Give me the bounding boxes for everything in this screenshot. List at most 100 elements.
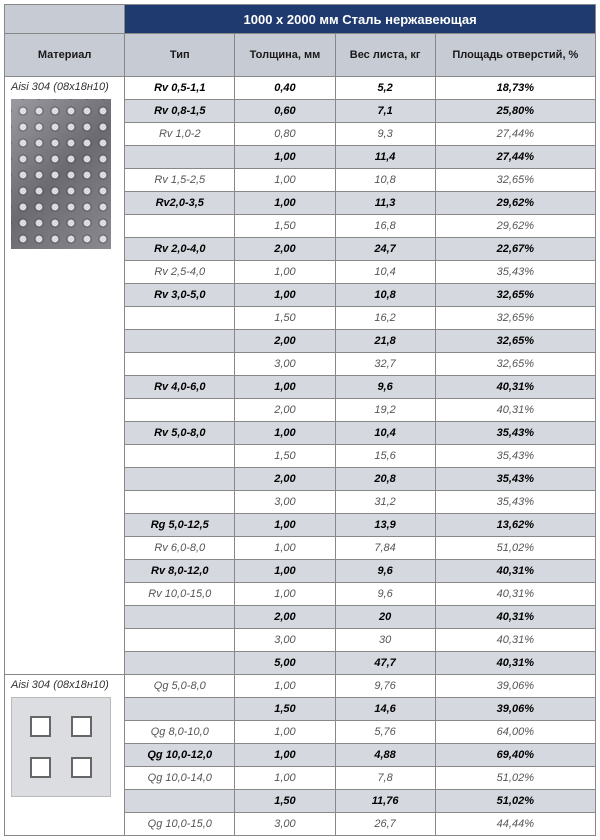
- cell-type: [125, 445, 235, 468]
- cell-weight: 26,7: [335, 813, 435, 836]
- cell-area: 32,65%: [435, 353, 595, 376]
- cell-thick: 1,00: [235, 376, 335, 399]
- cell-thick: 1,50: [235, 307, 335, 330]
- cell-area: 35,43%: [435, 491, 595, 514]
- cell-type: [125, 468, 235, 491]
- cell-thick: 1,50: [235, 215, 335, 238]
- cell-weight: 10,8: [335, 284, 435, 307]
- cell-area: 32,65%: [435, 330, 595, 353]
- cell-weight: 47,7: [335, 652, 435, 675]
- cell-area: 32,65%: [435, 169, 595, 192]
- cell-weight: 4,88: [335, 744, 435, 767]
- cell-area: 40,31%: [435, 583, 595, 606]
- cell-area: 27,44%: [435, 123, 595, 146]
- cell-thick: 1,00: [235, 284, 335, 307]
- cell-type: Qg 5,0-8,0: [125, 675, 235, 698]
- cell-thick: 2,00: [235, 238, 335, 261]
- cell-area: 40,31%: [435, 652, 595, 675]
- cell-type: Rv2,0-3,5: [125, 192, 235, 215]
- cell-type: [125, 790, 235, 813]
- cell-thick: 1,00: [235, 422, 335, 445]
- cell-weight: 7,1: [335, 100, 435, 123]
- cell-thick: 3,00: [235, 491, 335, 514]
- cell-thick: 1,00: [235, 675, 335, 698]
- cell-thick: 1,00: [235, 261, 335, 284]
- table-body: Aisi 304 (08х18н10)Rv 0,5-1,10,405,218,7…: [5, 77, 596, 836]
- cell-area: 40,31%: [435, 629, 595, 652]
- cell-weight: 15,6: [335, 445, 435, 468]
- cell-area: 18,73%: [435, 77, 595, 100]
- cell-thick: 1,00: [235, 537, 335, 560]
- material-label-1: Aisi 304 (08х18н10): [11, 81, 118, 93]
- cell-area: 32,65%: [435, 284, 595, 307]
- table-title: 1000 х 2000 мм Сталь нержавеющая: [125, 5, 596, 34]
- cell-weight: 24,7: [335, 238, 435, 261]
- cell-type: Rv 5,0-8,0: [125, 422, 235, 445]
- cell-type: Rv 1,0-2: [125, 123, 235, 146]
- cell-type: Rv 3,0-5,0: [125, 284, 235, 307]
- cell-type: Rg 5,0-12,5: [125, 514, 235, 537]
- cell-area: 64,00%: [435, 721, 595, 744]
- cell-type: Qg 10,0-15,0: [125, 813, 235, 836]
- cell-thick: 0,60: [235, 100, 335, 123]
- cell-weight: 9,3: [335, 123, 435, 146]
- cell-thick: 3,00: [235, 353, 335, 376]
- cell-area: 35,43%: [435, 445, 595, 468]
- cell-weight: 30: [335, 629, 435, 652]
- cell-weight: 20: [335, 606, 435, 629]
- cell-area: 51,02%: [435, 537, 595, 560]
- cell-weight: 10,8: [335, 169, 435, 192]
- cell-area: 51,02%: [435, 767, 595, 790]
- cell-area: 40,31%: [435, 560, 595, 583]
- table-row: Aisi 304 (08х18н10)Rv 0,5-1,10,405,218,7…: [5, 77, 596, 100]
- hdr-thickness: Толщина, мм: [235, 34, 335, 77]
- cell-type: [125, 606, 235, 629]
- cell-weight: 21,8: [335, 330, 435, 353]
- cell-type: Rv 1,5-2,5: [125, 169, 235, 192]
- cell-weight: 9,76: [335, 675, 435, 698]
- cell-area: 35,43%: [435, 261, 595, 284]
- cell-area: 35,43%: [435, 422, 595, 445]
- cell-area: 69,40%: [435, 744, 595, 767]
- perforated-square-icon: [11, 697, 111, 797]
- cell-weight: 10,4: [335, 261, 435, 284]
- cell-thick: 0,40: [235, 77, 335, 100]
- cell-type: Rv 0,5-1,1: [125, 77, 235, 100]
- cell-type: [125, 146, 235, 169]
- cell-type: Rv 2,0-4,0: [125, 238, 235, 261]
- hdr-weight: Вес листа, кг: [335, 34, 435, 77]
- cell-weight: 13,9: [335, 514, 435, 537]
- cell-thick: 1,00: [235, 583, 335, 606]
- cell-thick: 0,80: [235, 123, 335, 146]
- cell-area: 25,80%: [435, 100, 595, 123]
- cell-thick: 1,50: [235, 698, 335, 721]
- cell-area: 39,06%: [435, 698, 595, 721]
- cell-area: 40,31%: [435, 376, 595, 399]
- cell-area: 51,02%: [435, 790, 595, 813]
- cell-thick: 3,00: [235, 813, 335, 836]
- spec-table: 1000 х 2000 мм Сталь нержавеющая Материа…: [4, 4, 596, 836]
- cell-weight: 11,3: [335, 192, 435, 215]
- material-cell-1: Aisi 304 (08х18н10): [5, 77, 125, 675]
- cell-area: 35,43%: [435, 468, 595, 491]
- cell-weight: 19,2: [335, 399, 435, 422]
- material-label-2: Aisi 304 (08х18н10): [11, 679, 118, 691]
- cell-area: 29,62%: [435, 192, 595, 215]
- cell-thick: 1,00: [235, 192, 335, 215]
- cell-thick: 2,00: [235, 330, 335, 353]
- cell-thick: 1,00: [235, 560, 335, 583]
- cell-weight: 7,8: [335, 767, 435, 790]
- cell-weight: 16,8: [335, 215, 435, 238]
- cell-weight: 5,76: [335, 721, 435, 744]
- cell-type: [125, 698, 235, 721]
- cell-weight: 9,6: [335, 583, 435, 606]
- cell-type: [125, 629, 235, 652]
- cell-thick: 1,50: [235, 790, 335, 813]
- perforated-round-icon: [11, 99, 111, 249]
- cell-weight: 32,7: [335, 353, 435, 376]
- cell-thick: 1,50: [235, 445, 335, 468]
- cell-weight: 11,4: [335, 146, 435, 169]
- material-cell-2: Aisi 304 (08х18н10): [5, 675, 125, 836]
- cell-type: [125, 215, 235, 238]
- cell-type: Rv 6,0-8,0: [125, 537, 235, 560]
